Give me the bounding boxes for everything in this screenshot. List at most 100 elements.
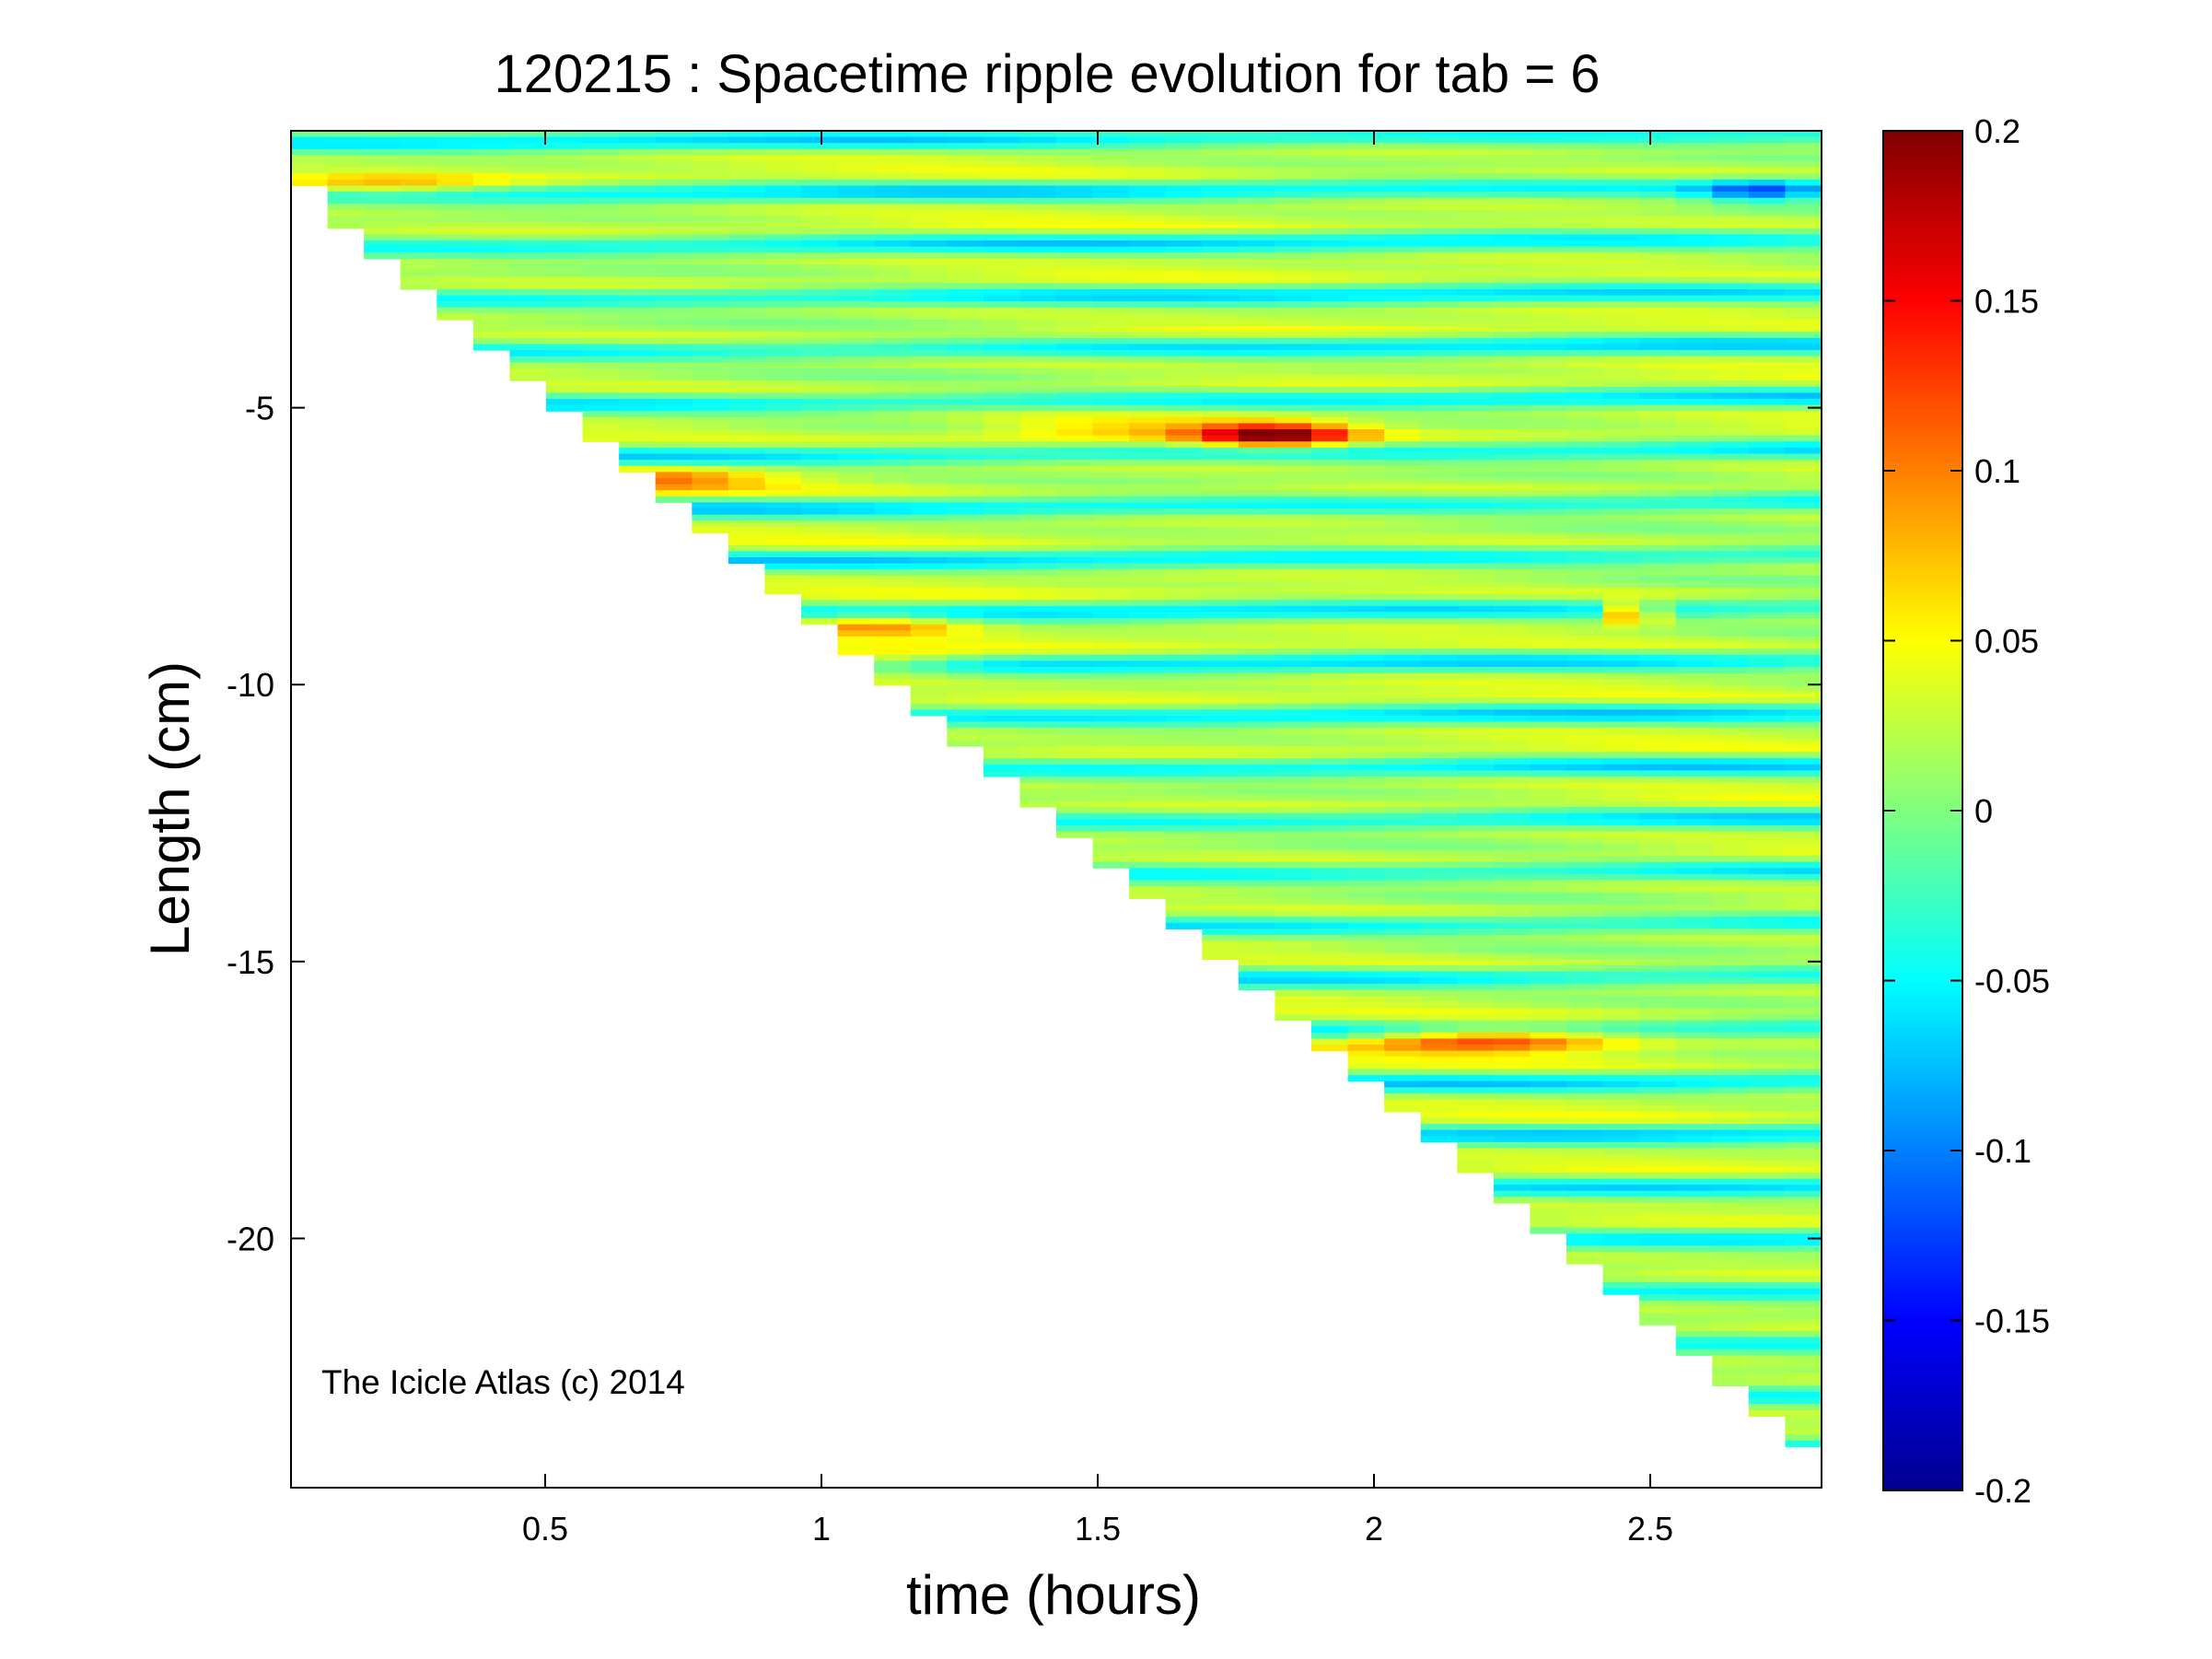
heatmap-cell	[1530, 929, 1567, 936]
heatmap-cell	[1748, 411, 1787, 418]
heatmap-cell	[1165, 283, 1203, 290]
heatmap-cell	[1530, 496, 1567, 504]
heatmap-cell	[1019, 575, 1057, 582]
heatmap-cell	[1457, 465, 1495, 473]
heatmap-cell	[1202, 514, 1240, 521]
heatmap-cell	[1639, 642, 1677, 649]
heatmap-cell	[1639, 856, 1677, 863]
heatmap-cell	[1384, 856, 1422, 863]
heatmap-cell	[1639, 1313, 1677, 1320]
heatmap-cell	[1420, 1050, 1458, 1057]
heatmap-cell	[1202, 807, 1240, 814]
heatmap-cell	[1092, 368, 1130, 376]
heatmap-cell	[1202, 630, 1240, 637]
heatmap-cell	[1748, 477, 1787, 485]
heatmap-cell	[910, 544, 948, 552]
heatmap-cell	[582, 173, 620, 181]
heatmap-cell	[1275, 423, 1312, 430]
heatmap-cell	[1019, 508, 1057, 516]
heatmap-cell	[983, 325, 1021, 333]
heatmap-cell	[1420, 965, 1458, 973]
heatmap-cell	[1056, 490, 1094, 497]
heatmap-cell	[546, 374, 584, 381]
heatmap-cell	[1384, 721, 1422, 729]
heatmap-cell	[1092, 526, 1130, 534]
heatmap-cell	[1129, 490, 1167, 497]
heatmap-cell	[1748, 1038, 1787, 1046]
heatmap-cell	[1311, 240, 1349, 248]
heatmap-cell	[1602, 453, 1640, 461]
heatmap-cell	[1675, 849, 1713, 857]
heatmap-cell	[472, 283, 511, 290]
heatmap-cell	[1165, 544, 1203, 552]
heatmap-cell	[1275, 332, 1312, 339]
heatmap-cell	[1493, 288, 1531, 297]
heatmap-cell	[655, 258, 693, 266]
heatmap-cell	[1785, 1300, 1822, 1307]
heatmap-cell	[1785, 728, 1822, 735]
heatmap-cell	[1019, 740, 1057, 747]
heatmap-cell	[837, 588, 875, 595]
heatmap-cell	[1202, 934, 1240, 942]
colorbar-tick-label: -0.15	[1974, 1303, 2050, 1340]
heatmap-cell	[1639, 1001, 1677, 1009]
heatmap-cell	[619, 344, 657, 351]
heatmap-cell	[1530, 1075, 1567, 1082]
heatmap-cell	[1384, 996, 1422, 1003]
heatmap-cell	[472, 258, 511, 266]
heatmap-cell	[837, 593, 875, 601]
heatmap-cell	[546, 136, 584, 144]
heatmap-cell	[1675, 1325, 1713, 1332]
heatmap-cell	[1748, 569, 1787, 577]
heatmap-cell	[1602, 971, 1640, 978]
heatmap-cell	[1384, 575, 1422, 582]
heatmap-cell	[1311, 539, 1349, 546]
heatmap-cell	[1493, 740, 1531, 747]
heatmap-cell	[1639, 989, 1677, 997]
heatmap-cell	[1566, 1057, 1604, 1064]
heatmap-cell	[1785, 453, 1822, 461]
heatmap-cell	[1311, 740, 1349, 747]
heatmap-cell	[1639, 800, 1677, 808]
heatmap-cell	[1347, 807, 1385, 814]
heatmap-cell	[1566, 880, 1604, 887]
heatmap-cell	[1530, 1020, 1567, 1027]
heatmap-cell	[1165, 411, 1203, 418]
heatmap-cell	[619, 332, 657, 339]
heatmap-cell	[1275, 843, 1312, 850]
heatmap-cell	[1748, 264, 1787, 272]
heatmap-cell	[1238, 398, 1276, 406]
heatmap-cell	[1566, 971, 1604, 978]
heatmap-cell	[1639, 1081, 1677, 1088]
heatmap-cell	[874, 161, 912, 169]
heatmap-cell	[1347, 398, 1385, 406]
heatmap-cell	[1602, 1202, 1640, 1210]
heatmap-cell	[1785, 910, 1822, 917]
heatmap-cell	[1238, 307, 1276, 314]
heatmap-cell	[764, 477, 802, 485]
heatmap-cell	[1566, 484, 1604, 491]
heatmap-cell	[1785, 1239, 1822, 1246]
heatmap-cell	[1420, 556, 1458, 565]
heatmap-cell	[1384, 374, 1422, 381]
heatmap-cell	[1639, 185, 1677, 193]
heatmap-cell	[1675, 1020, 1713, 1027]
heatmap-cell	[1675, 465, 1713, 473]
heatmap-cell	[1748, 161, 1787, 169]
heatmap-cell	[1639, 167, 1677, 174]
heatmap-cell	[874, 472, 912, 479]
heatmap-cell	[1530, 691, 1567, 698]
heatmap-cell	[1420, 672, 1458, 680]
heatmap-cell	[1566, 873, 1604, 882]
heatmap-cell	[1311, 934, 1349, 942]
heatmap-cell	[1347, 131, 1385, 138]
heatmap-cell	[1129, 551, 1167, 558]
heatmap-cell	[1165, 843, 1203, 850]
heatmap-cell	[874, 143, 912, 150]
heatmap-cell	[1384, 185, 1422, 193]
heatmap-cell	[1712, 1069, 1750, 1076]
heatmap-cell	[1530, 672, 1567, 680]
heatmap-cell	[1785, 362, 1822, 369]
heatmap-cell	[1566, 1020, 1604, 1027]
heatmap-cell	[1457, 460, 1495, 467]
